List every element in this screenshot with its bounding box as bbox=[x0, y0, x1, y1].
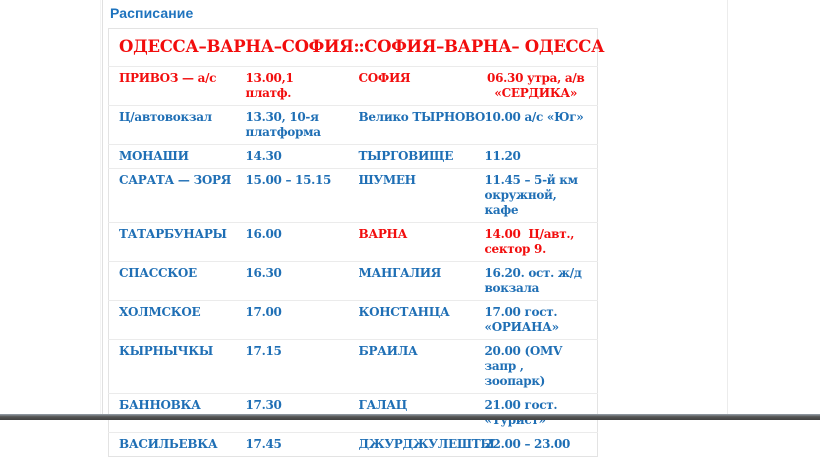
departure-stop-cell: СПАССКОЕ bbox=[108, 261, 236, 301]
return-stop-cell: БРАИЛА bbox=[348, 339, 475, 394]
return-stop-cell: Велико ТЫРНОВО bbox=[348, 105, 485, 145]
content-right-border bbox=[727, 0, 728, 420]
return-stop-cell: ТЫРГОВИЩЕ bbox=[348, 144, 475, 169]
schedule-table: ОДЕССА–ВАРНА–СОФИЯ: :СОФИЯ–ВАРНА– ОДЕССА… bbox=[108, 28, 605, 457]
content-left-border bbox=[102, 0, 103, 420]
table-header-row: ОДЕССА–ВАРНА–СОФИЯ: :СОФИЯ–ВАРНА– ОДЕССА bbox=[109, 29, 605, 67]
departure-stop-cell: КЫРНЫЧКЫ bbox=[108, 339, 236, 394]
return-stop-cell: ВАРНА bbox=[348, 222, 475, 262]
departure-stop-cell: МОНАШИ bbox=[108, 144, 236, 169]
return-stop-cell: ДЖУРДЖУЛЕШТЫ bbox=[348, 432, 495, 457]
departure-time-cell: 17.15 bbox=[235, 339, 349, 394]
departure-time-cell: 15.00 – 15.15 bbox=[235, 168, 349, 223]
departure-stop-cell: САРАТА — ЗОРЯ bbox=[108, 168, 236, 223]
table-row: КЫРНЫЧКЫ 17.15 БРАИЛА 20.00 (OMV запр , зоо… bbox=[108, 339, 598, 394]
departure-time-cell: 17.30 bbox=[235, 393, 349, 433]
return-time-cell: 14.00 Ц/авт., сектор 9. bbox=[474, 222, 598, 262]
return-stop-cell: МАНГАЛИЯ bbox=[348, 261, 475, 301]
departure-stop-cell: БАННОВКА bbox=[108, 393, 236, 433]
bottom-window-edge bbox=[0, 414, 820, 420]
departure-time-cell: 13.00,1 платф. bbox=[235, 66, 349, 106]
route-header-return: :СОФИЯ–ВАРНА– ОДЕССА bbox=[358, 37, 605, 56]
table-row: Ц/автовокзал 13.30, 10-я платформа Велико … bbox=[108, 105, 598, 145]
schedule-table-body: ПРИВОЗ — а/с 13.00,1 платф. СОФИЯ 06.30 утр… bbox=[108, 66, 598, 457]
return-time-cell: 11.45 – 5-й км окружной, кафе bbox=[474, 168, 598, 223]
departure-stop-cell: Ц/автовокзал bbox=[108, 105, 236, 145]
departure-stop-cell: ХОЛМСКОЕ bbox=[108, 300, 236, 340]
table-row: ПРИВОЗ — а/с 13.00,1 платф. СОФИЯ 06.30 утр… bbox=[108, 66, 598, 106]
table-row: СПАССКОЕ 16.30 МАНГАЛИЯ 16.20. ост. ж/д вок… bbox=[108, 261, 598, 301]
return-time-cell: 06.30 утра, а/в «СЕРДИКА» bbox=[474, 66, 598, 106]
table-row: ВАСИЛЬЕВКА 17.45 ДЖУРДЖУЛЕШТЫ 22.00 – 23.00 bbox=[108, 432, 598, 457]
departure-stop-cell: ТАТАРБУНАРЫ bbox=[108, 222, 236, 262]
return-stop-cell: СОФИЯ bbox=[348, 66, 475, 106]
return-time-cell: 20.00 (OMV запр , зоопарк) bbox=[474, 339, 598, 394]
main-content: Расписание ОДЕССА–ВАРНА–СОФИЯ: :СОФИЯ–ВА… bbox=[108, 0, 727, 457]
return-time-cell: 17.00 гост. «ОРИАНА» bbox=[474, 300, 598, 340]
return-time-cell: 21.00 гост. «Турист» bbox=[474, 393, 598, 433]
return-time-cell: 16.20. ост. ж/д вокзала bbox=[474, 261, 598, 301]
return-time-cell: 10.00 а/с «Юг» bbox=[474, 105, 598, 145]
departure-time-cell: 16.30 bbox=[235, 261, 349, 301]
departure-time-cell: 17.00 bbox=[235, 300, 349, 340]
table-row: САРАТА — ЗОРЯ 15.00 – 15.15 ШУМЕН 11.45 – 5… bbox=[108, 168, 598, 223]
return-time-cell: 11.20 bbox=[474, 144, 598, 169]
route-header-outbound: ОДЕССА–ВАРНА–СОФИЯ: bbox=[119, 37, 360, 56]
return-stop-cell: ШУМЕН bbox=[348, 168, 475, 223]
table-row: ТАТАРБУНАРЫ 16.00 ВАРНА 14.00 Ц/авт., секто… bbox=[108, 222, 598, 262]
departure-time-cell: 17.45 bbox=[235, 432, 349, 457]
return-stop-cell: ГАЛАЦ bbox=[348, 393, 475, 433]
departure-stop-cell: ПРИВОЗ — а/с bbox=[108, 66, 236, 106]
table-row: БАННОВКА 17.30 ГАЛАЦ 21.00 гост. «Турист» bbox=[108, 393, 598, 433]
departure-time-cell: 14.30 bbox=[235, 144, 349, 169]
departure-time-cell: 13.30, 10-я платформа bbox=[235, 105, 349, 145]
page-title: Расписание bbox=[110, 5, 194, 21]
departure-stop-cell: ВАСИЛЬЕВКА bbox=[108, 432, 236, 457]
table-row: МОНАШИ 14.30 ТЫРГОВИЩЕ 11.20 bbox=[108, 144, 598, 169]
return-stop-cell: КОНСТАНЦА bbox=[348, 300, 475, 340]
return-time-cell: 22.00 – 23.00 bbox=[474, 432, 598, 457]
table-row: ХОЛМСКОЕ 17.00 КОНСТАНЦА 17.00 гост. «ОРИАН… bbox=[108, 300, 598, 340]
departure-time-cell: 16.00 bbox=[235, 222, 349, 262]
